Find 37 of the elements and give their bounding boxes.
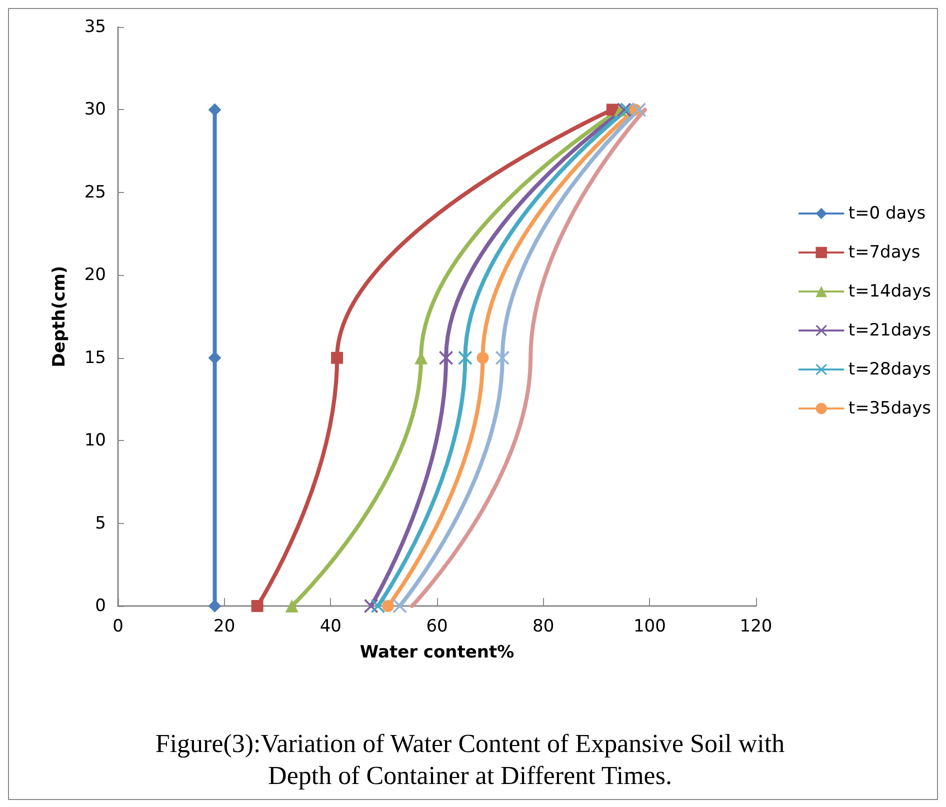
y-tick-label: 10 — [84, 430, 106, 451]
x-tick-label: 120 — [740, 616, 772, 636]
y-tick-label: 5 — [95, 513, 106, 534]
point — [331, 352, 344, 364]
y-tick-label: 35 — [84, 17, 106, 37]
x-tick-label: 40 — [320, 616, 342, 636]
y-tick-label: 15 — [84, 348, 106, 368]
x-tick-label: 100 — [633, 616, 666, 636]
point — [495, 350, 510, 365]
y-tick-label: 30 — [84, 100, 106, 120]
legend-label: t=28days — [848, 360, 932, 380]
point — [439, 350, 454, 365]
y-tick-label: 20 — [84, 265, 106, 286]
point — [208, 600, 222, 612]
point — [285, 600, 298, 612]
point — [382, 600, 394, 612]
point — [392, 599, 407, 613]
legend-label: t=7days — [848, 242, 920, 262]
x-tick-label: 20 — [214, 616, 236, 636]
point — [208, 103, 222, 116]
y-axis-title: Depth(cm) — [50, 266, 70, 368]
text: Figure(3):Variation of Water Content of Expansive Soil with Depth of Container at Different Times. — [154, 728, 786, 792]
legend-label: t=35days — [848, 398, 932, 418]
legend-label: t=0 days — [848, 204, 926, 224]
legend-label: t=14days — [848, 282, 932, 302]
x-tick-label: 80 — [532, 616, 554, 636]
y-tick-label: 25 — [84, 182, 106, 202]
x-axis-title: Water content% — [360, 642, 514, 662]
x-tick-label: 60 — [426, 616, 448, 636]
point — [251, 600, 264, 612]
point — [208, 351, 222, 364]
point — [476, 352, 489, 364]
point — [632, 102, 646, 117]
x-tick-label: 0 — [112, 616, 124, 636]
legend-label: t=21days — [848, 320, 932, 340]
point — [458, 350, 472, 365]
y-tick-label: 0 — [95, 596, 106, 616]
